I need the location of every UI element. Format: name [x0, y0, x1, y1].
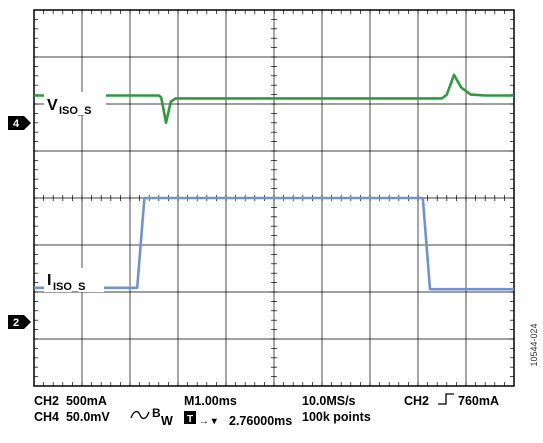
ch4-marker: 4 [8, 116, 31, 130]
trigger-level: 760mA [458, 394, 499, 408]
svg-text:V: V [47, 97, 58, 114]
timebase: M1.00ms [184, 394, 237, 408]
trigger-position-icon: T [184, 411, 196, 425]
ac-coupling-icon [130, 410, 150, 420]
record-length: 100k points [302, 410, 371, 424]
iiso-label: I ISO_S [44, 268, 104, 293]
trigger-arrow: → ▾ [199, 416, 218, 427]
trace-iiso-s [34, 196, 514, 291]
ch4-scale: CH4 50.0mV [34, 410, 110, 424]
bw-limit-w: W [161, 414, 173, 428]
svg-text:I: I [47, 272, 51, 289]
viso-label: V ISO_S [44, 92, 106, 117]
ch2-marker: 2 [8, 315, 31, 329]
svg-text:2: 2 [13, 317, 19, 329]
trigger-source: CH2 [404, 394, 429, 408]
figure-id: 10544-024 [529, 323, 539, 367]
trace-viso-s [34, 73, 514, 125]
bw-limit-b: B [152, 406, 161, 420]
svg-text:ISO_S: ISO_S [59, 105, 91, 117]
ch2-scale: CH2 500mA [34, 394, 107, 408]
svg-text:T: T [187, 414, 193, 425]
rising-edge-icon [438, 393, 454, 405]
svg-text:ISO_S: ISO_S [53, 281, 85, 293]
svg-text:4: 4 [13, 118, 20, 130]
sample-rate: 10.0MS/s [302, 394, 356, 408]
traces [34, 73, 514, 291]
trigger-position: 2.76000ms [229, 414, 292, 428]
